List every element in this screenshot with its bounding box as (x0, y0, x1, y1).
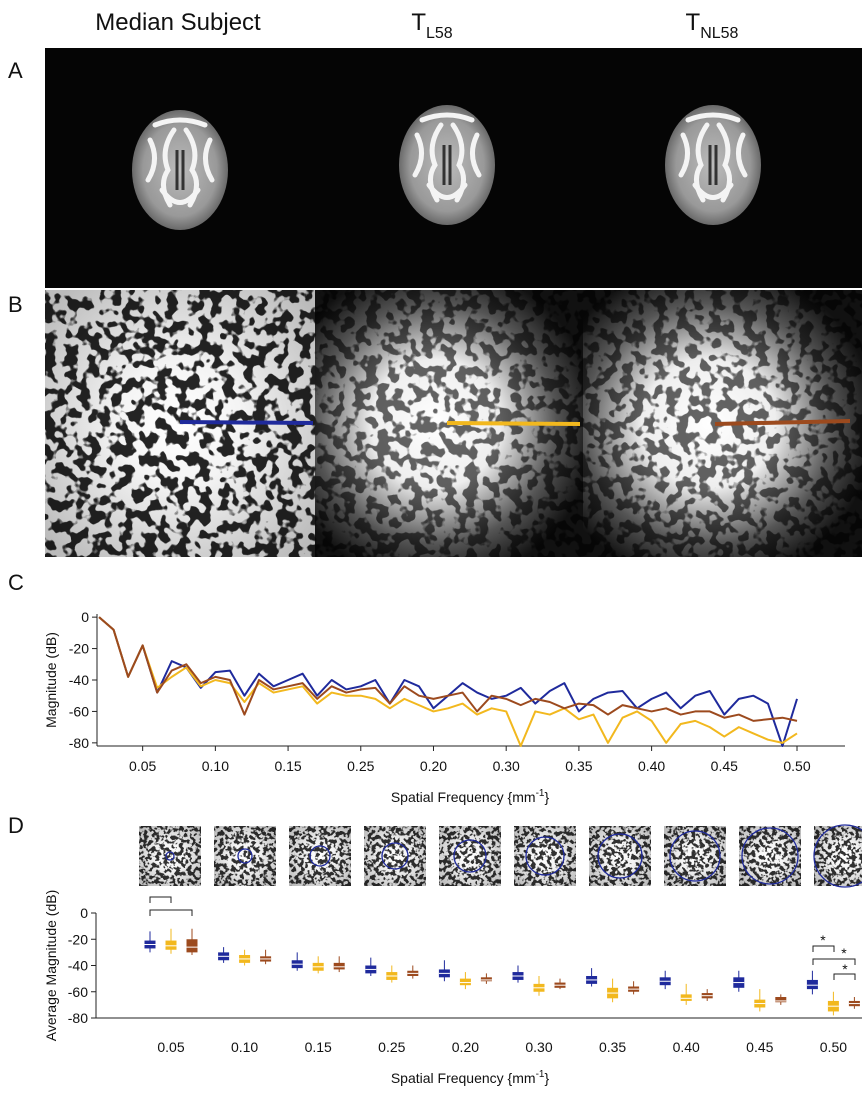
profile-lines (179, 419, 851, 426)
profile-line (446, 421, 581, 426)
thumbnail-ring (813, 824, 862, 888)
x-tick-label: 0.10 (231, 1039, 258, 1055)
x-tick-label: 0.30 (525, 1039, 552, 1055)
panel-label: B (8, 292, 23, 317)
y-tick-label: -40 (69, 672, 89, 688)
y-tick-label: -80 (69, 735, 89, 751)
brain-images (45, 48, 862, 288)
box (333, 962, 345, 970)
y-tick-label: -60 (69, 703, 89, 719)
x-tick-label: 0.50 (783, 758, 810, 774)
x-tick-label: 0.40 (638, 758, 665, 774)
x-tick-label: 0.45 (711, 758, 738, 774)
x-tick-label: 0.15 (274, 758, 301, 774)
thumbnail-ring (237, 848, 253, 864)
header-main: T (686, 9, 701, 36)
profile-line (179, 420, 314, 425)
x-tick-label: 0.50 (820, 1039, 847, 1055)
thumbnail-ring (741, 827, 799, 885)
y-tick-label: 0 (81, 609, 89, 625)
thumbnail-ring (453, 839, 487, 873)
thumbnail-ring (669, 830, 721, 882)
ring-thumbnails (139, 824, 862, 888)
x-tick-label: 0.25 (378, 1039, 405, 1055)
panel-label: C (8, 570, 24, 595)
x-tick-label: 0.20 (452, 1039, 479, 1055)
box (165, 940, 177, 950)
thumbnail-ring (165, 851, 175, 861)
significance-star: * (842, 961, 848, 977)
header-main: T (411, 9, 426, 36)
thumbnail-texture (589, 826, 651, 886)
thumbnail-texture (739, 826, 801, 886)
y-tick-label: -60 (68, 984, 88, 1000)
box (680, 994, 692, 1001)
column-header: Median Subject (95, 9, 261, 36)
line-series (98, 616, 798, 747)
significance-star: * (841, 945, 847, 961)
thumbnail-texture (139, 826, 201, 886)
line-series (98, 616, 798, 722)
y-tick-label: -40 (68, 958, 88, 974)
significance-star: * (820, 932, 826, 948)
y-tick-label: 0 (80, 905, 88, 921)
x-tick-label: 0.40 (673, 1039, 700, 1055)
x-tick-label: 0.35 (599, 1039, 626, 1055)
y-axis-label: Average Magnitude (dB) (43, 890, 59, 1042)
y-tick-label: -80 (68, 1010, 88, 1026)
thumbnail-texture (814, 826, 862, 886)
box (775, 997, 787, 1003)
y-axis-label: Magnitude (dB) (43, 632, 59, 728)
box (806, 979, 818, 990)
x-tick-label: 0.20 (420, 758, 447, 774)
x-tick-label: 0.25 (347, 758, 374, 774)
thumbnail-texture (214, 826, 276, 886)
x-tick-label: 0.45 (746, 1039, 773, 1055)
x-label-sup: -1 (536, 1069, 545, 1080)
x-tick-label: 0.05 (157, 1039, 184, 1055)
significance-brackets (149, 896, 856, 980)
box (459, 978, 471, 986)
box (480, 977, 492, 982)
column-header: TL58 (411, 9, 452, 42)
thumbnail-ring (597, 833, 643, 879)
thumbnail-ring (525, 836, 565, 876)
y-tick-label: -20 (69, 641, 89, 657)
x-tick-label: 0.10 (202, 758, 229, 774)
thumbnail-texture (364, 826, 426, 886)
x-label-text: Spatial Frequency {mm (391, 1070, 536, 1086)
profile-line (714, 419, 851, 426)
x-label-text: Spatial Frequency {mm (391, 789, 536, 805)
header-sub: L58 (426, 25, 453, 42)
thumbnail-ring (381, 842, 409, 870)
panel-label: A (8, 58, 23, 83)
box (186, 939, 198, 953)
thumbnail-texture (289, 826, 351, 886)
x-tick-label: 0.15 (305, 1039, 332, 1055)
column-header: TNL58 (686, 9, 739, 42)
thumbnail-texture (439, 826, 501, 886)
panel-label: D (8, 813, 24, 838)
thumbnail-texture (664, 826, 726, 886)
x-tick-label: 0.35 (565, 758, 592, 774)
x-axis-label: Spatial Frequency {mm-1} (391, 1069, 550, 1086)
thumbnail-texture (514, 826, 576, 886)
x-axis-label: Spatial Frequency {mm-1} (391, 788, 550, 805)
x-label-end: } (544, 789, 549, 805)
x-label-end: } (544, 1070, 549, 1086)
header-sub: NL58 (700, 25, 738, 42)
x-label-sup: -1 (536, 788, 545, 799)
y-tick-label: -20 (68, 931, 88, 947)
thumbnail-ring (309, 845, 331, 867)
x-tick-label: 0.05 (129, 758, 156, 774)
x-tick-label: 0.30 (493, 758, 520, 774)
